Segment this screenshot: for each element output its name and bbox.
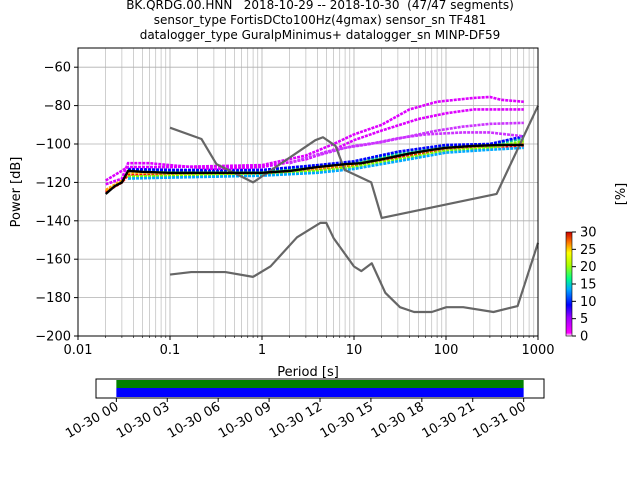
curve-nhnm — [169, 105, 539, 220]
grid — [77, 48, 538, 337]
colorbar-tick-label: 30 — [580, 226, 597, 241]
colorbar: 0 5 10 15 20 25 30 [%] — [565, 183, 629, 345]
timeline-coverage-bar — [116, 380, 524, 388]
timeline-tick-label: 10-30 21 — [420, 399, 478, 441]
timeline-segment-bar — [116, 388, 524, 397]
title-line-1: BK.QRDG.00.HNN 2018-10-29 -- 2018-10-30 … — [126, 0, 514, 12]
y-tick-label: −200 — [35, 330, 71, 345]
timeline-tick-label: 10-30 15 — [318, 399, 376, 441]
y-tick-label: −100 — [35, 138, 71, 153]
colorbar-gradient — [565, 231, 573, 337]
psd-band-5 — [128, 135, 525, 172]
y-axis-label: Power [dB] — [9, 157, 24, 228]
colorbar-tick-label: 20 — [580, 260, 597, 275]
x-tick-label: 0.1 — [160, 343, 181, 358]
psd-density-layer — [105, 95, 525, 194]
x-tick-label: 0.01 — [64, 343, 93, 358]
psd-band-2 — [128, 139, 525, 178]
title-line-3: datalogger_type GuralpMinimus+ datalogge… — [139, 28, 501, 42]
colorbar-tick-label: 5 — [580, 312, 588, 327]
axes-frame — [77, 47, 539, 337]
x-tick-label: 10 — [346, 343, 363, 358]
curve-nlnm — [169, 221, 540, 314]
y-tick-label: −60 — [44, 61, 71, 76]
y-tick-label: −80 — [44, 99, 71, 114]
colorbar-tick-label: 10 — [580, 295, 597, 310]
colorbar-tick-label: 15 — [580, 278, 597, 293]
colorbar-tick-label: 0 — [580, 330, 588, 345]
axis-ticks: 0.01 0.1 1 10 100 1000 −200 −180 −160 −140 −120 −10… — [35, 61, 554, 358]
timeline-tick-label: 10-30 12 — [267, 399, 325, 441]
timeline-tick-label: 10-30 18 — [369, 399, 427, 441]
psd-band-4 — [128, 146, 524, 180]
timeline-tick-label: 10-30 00 — [63, 399, 121, 441]
timeline-tick-label: 10-30 09 — [216, 399, 274, 441]
y-tick-label: −180 — [35, 291, 71, 306]
y-tick-label: −140 — [35, 214, 71, 229]
y-tick-label: −160 — [35, 253, 71, 268]
x-axis-label: Period [s] — [277, 365, 339, 380]
y-tick-label: −120 — [35, 176, 71, 191]
colorbar-ticks: 0 5 10 15 20 25 30 — [572, 226, 597, 345]
psd-band-9 — [317, 131, 524, 157]
x-tick-label: 1 — [258, 343, 266, 358]
timeline-tick-label: 10-30 06 — [165, 399, 223, 441]
colorbar-tick-label: 25 — [580, 243, 597, 258]
timeline-bars — [116, 380, 524, 397]
title-line-2: sensor_type FortisDCto100Hz(4gmax) senso… — [153, 13, 487, 27]
timeline-tick-label: 10-31 00 — [471, 399, 529, 441]
x-tick-label: 100 — [434, 343, 459, 358]
timeline-tick-label: 10-30 03 — [114, 399, 172, 441]
colorbar-label: [%] — [614, 183, 629, 206]
curve-mean — [104, 143, 524, 195]
x-tick-label: 1000 — [521, 343, 554, 358]
noise-model-layer — [104, 105, 540, 314]
psd-band-7 — [105, 95, 524, 182]
